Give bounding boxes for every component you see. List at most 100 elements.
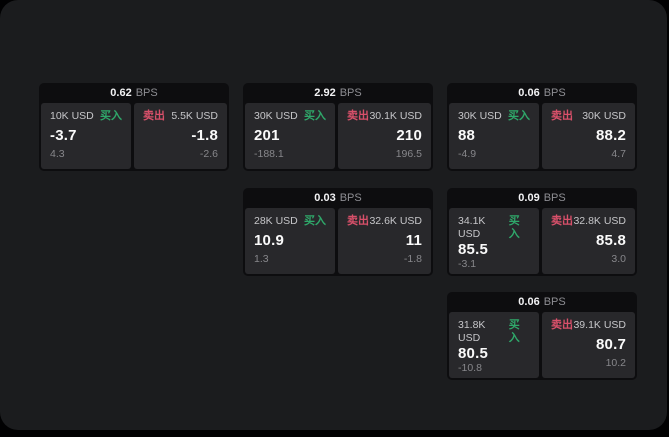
sell-notional: 32.8K USD [573,215,626,227]
bps-unit: BPS [339,87,362,99]
sell-quote-panel[interactable]: 卖出 30K USD 88.2 4.7 [542,103,635,169]
sell-price: 11 [405,232,422,249]
buy-sub-value: -3.1 [458,258,477,270]
bps-unit: BPS [339,192,362,204]
quote-panels: 31.8K USD 买入 80.5 -10.8 卖出 39.1K USD 80.… [449,312,635,378]
sell-side-label: 卖出 [347,215,369,227]
bps-value: 0.62 [110,87,132,99]
bps-value: 0.06 [518,296,540,308]
buy-sub-value: -4.9 [458,148,477,160]
sell-notional: 39.1K USD [573,319,626,331]
sell-panel-top-row: 卖出 5.5K USD [143,110,218,123]
sell-notional: 30K USD [582,110,626,122]
sell-notional: 32.6K USD [369,215,422,227]
buy-quote-panel[interactable]: 31.8K USD 买入 80.5 -10.8 [449,312,539,378]
sell-price: -1.8 [191,127,218,144]
buy-quote-panel[interactable]: 34.1K USD 买入 85.5 -3.1 [449,208,539,274]
sell-sub-value: -2.6 [199,148,218,160]
buy-panel-top-row: 30K USD 买入 [458,110,530,123]
bps-unit: BPS [135,87,158,99]
sell-side-label: 卖出 [551,319,573,331]
buy-side-label: 买入 [508,215,520,240]
sell-panel-top-row: 卖出 30K USD [551,110,626,123]
quote-card-1: 2.92 BPS 30K USD 买入 201 -188.1 卖出 30.1K … [243,83,433,171]
sell-side-label: 卖出 [551,215,573,227]
quote-panels: 30K USD 买入 88 -4.9 卖出 30K USD 88.2 4.7 [449,103,635,169]
quote-card-2: 0.06 BPS 30K USD 买入 88 -4.9 卖出 30K USD 8… [447,83,637,171]
sell-price: 88.2 [596,127,626,144]
sell-quote-panel[interactable]: 卖出 39.1K USD 80.7 10.2 [542,312,635,378]
buy-side-label: 买入 [304,215,326,227]
bps-unit: BPS [543,296,566,308]
card-header: 0.03 BPS [243,188,433,208]
buy-panel-top-row: 28K USD 买入 [254,215,326,228]
sell-price: 80.7 [596,336,626,353]
sell-panel-top-row: 卖出 30.1K USD [347,110,422,123]
sell-panel-top-row: 卖出 39.1K USD [551,319,626,332]
buy-side-label: 买入 [100,110,122,122]
bps-value: 0.03 [314,192,336,204]
quote-card-0: 0.62 BPS 10K USD 买入 -3.7 4.3 卖出 5.5K USD… [39,83,229,171]
sell-side-label: 卖出 [347,110,369,122]
sell-side-label: 卖出 [551,110,573,122]
quote-panels: 28K USD 买入 10.9 1.3 卖出 32.6K USD 11 -1.8 [245,208,431,274]
buy-panel-top-row: 30K USD 买入 [254,110,326,123]
buy-sub-value: -188.1 [254,148,284,160]
buy-panel-top-row: 34.1K USD 买入 [458,215,530,241]
quote-panels: 10K USD 买入 -3.7 4.3 卖出 5.5K USD -1.8 -2.… [41,103,227,169]
buy-notional: 34.1K USD [458,215,486,240]
sell-price: 210 [396,127,422,144]
buy-side-label: 买入 [508,110,530,122]
buy-sub-value: -10.8 [458,362,482,374]
sell-side-label: 卖出 [143,110,165,122]
buy-panel-top-row: 10K USD 买入 [50,110,122,123]
buy-notional: 30K USD [254,110,298,122]
sell-notional: 30.1K USD [369,110,422,122]
sell-sub-value: 196.5 [395,148,422,160]
sell-panel-top-row: 卖出 32.6K USD [347,215,422,228]
buy-quote-panel[interactable]: 28K USD 买入 10.9 1.3 [245,208,335,274]
buy-price: 201 [254,127,280,144]
bps-value: 0.09 [518,192,540,204]
quote-card-5: 0.06 BPS 31.8K USD 买入 80.5 -10.8 卖出 39.1… [447,292,637,380]
buy-side-label: 买入 [508,319,520,344]
quote-card-4: 0.09 BPS 34.1K USD 买入 85.5 -3.1 卖出 32.8K… [447,188,637,276]
buy-quote-panel[interactable]: 30K USD 买入 201 -188.1 [245,103,335,169]
sell-sub-value: 10.2 [605,357,626,369]
sell-quote-panel[interactable]: 卖出 5.5K USD -1.8 -2.6 [134,103,227,169]
sell-sub-value: 4.7 [611,148,626,160]
buy-price: -3.7 [50,127,77,144]
sell-sub-value: -1.8 [403,253,422,265]
card-header: 0.06 BPS [447,83,637,103]
sell-notional: 5.5K USD [171,110,218,122]
bps-value: 0.06 [518,87,540,99]
buy-price: 10.9 [254,232,284,249]
buy-price: 85.5 [458,241,488,258]
buy-price: 88 [458,127,476,144]
bps-value: 2.92 [314,87,336,99]
sell-quote-panel[interactable]: 卖出 30.1K USD 210 196.5 [338,103,431,169]
card-header: 2.92 BPS [243,83,433,103]
sell-quote-panel[interactable]: 卖出 32.8K USD 85.8 3.0 [542,208,635,274]
quote-panels: 30K USD 买入 201 -188.1 卖出 30.1K USD 210 1… [245,103,431,169]
buy-sub-value: 1.3 [254,253,269,265]
bps-unit: BPS [543,192,566,204]
sell-sub-value: 3.0 [611,253,626,265]
sell-price: 85.8 [596,232,626,249]
buy-quote-panel[interactable]: 30K USD 买入 88 -4.9 [449,103,539,169]
quote-card-3: 0.03 BPS 28K USD 买入 10.9 1.3 卖出 32.6K US… [243,188,433,276]
buy-notional: 30K USD [458,110,502,122]
buy-side-label: 买入 [304,110,326,122]
buy-notional: 31.8K USD [458,319,486,344]
sell-quote-panel[interactable]: 卖出 32.6K USD 11 -1.8 [338,208,431,274]
bps-unit: BPS [543,87,566,99]
buy-panel-top-row: 31.8K USD 买入 [458,319,530,345]
quote-panels: 34.1K USD 买入 85.5 -3.1 卖出 32.8K USD 85.8… [449,208,635,274]
sell-panel-top-row: 卖出 32.8K USD [551,215,626,228]
card-header: 0.09 BPS [447,188,637,208]
buy-sub-value: 4.3 [50,148,65,160]
buy-quote-panel[interactable]: 10K USD 买入 -3.7 4.3 [41,103,131,169]
buy-notional: 28K USD [254,215,298,227]
buy-notional: 10K USD [50,110,94,122]
